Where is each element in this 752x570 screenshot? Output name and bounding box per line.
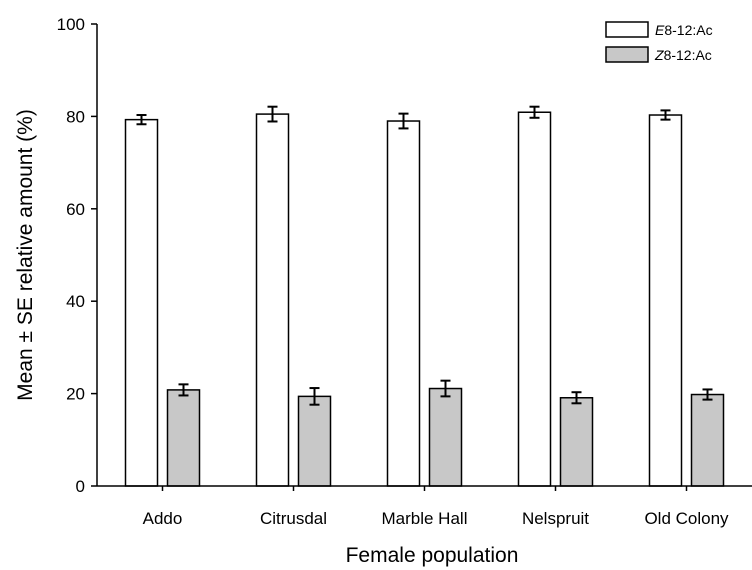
x-tick-label: Marble Hall <box>382 509 468 528</box>
x-tick-label: Old Colony <box>644 509 729 528</box>
x-tick-label: Citrusdal <box>260 509 327 528</box>
error-bars-layer <box>136 105 713 406</box>
legend-label: Z8-12:Ac <box>654 47 712 63</box>
bar-z-isomer <box>428 387 463 487</box>
legend-swatch <box>605 46 649 63</box>
bars-layer <box>124 111 725 487</box>
y-tick-label: 80 <box>66 107 85 126</box>
y-tick-label: 40 <box>66 292 85 311</box>
legend: E8-12:Ac Z8-12:Ac <box>605 21 713 63</box>
x-tick-label: Nelspruit <box>522 509 589 528</box>
bar-e-isomer <box>255 113 290 487</box>
bar-z-isomer <box>166 389 201 487</box>
bar-e-isomer <box>386 120 421 487</box>
bar-z-isomer <box>559 397 594 487</box>
y-ticks: 0 20 40 60 80 100 <box>57 15 97 496</box>
bar-z-isomer <box>297 395 332 487</box>
legend-label: E8-12:Ac <box>655 22 713 38</box>
y-tick-label: 60 <box>66 200 85 219</box>
bar-e-isomer <box>648 114 683 487</box>
bar-e-isomer <box>124 118 159 487</box>
bar-e-isomer <box>517 111 552 487</box>
x-axis-title: Female population <box>346 544 519 567</box>
y-tick-label: 20 <box>66 385 85 404</box>
y-axis-title: Mean ± SE relative amount (%) <box>14 109 37 401</box>
y-tick-label: 0 <box>76 477 85 496</box>
x-tick-label: Addo <box>143 509 183 528</box>
bar-z-isomer <box>690 393 725 487</box>
x-ticks: Addo Citrusdal Marble Hall Nelspruit Old Col… <box>143 486 729 528</box>
legend-swatch <box>605 21 649 38</box>
y-tick-label: 100 <box>57 15 85 34</box>
